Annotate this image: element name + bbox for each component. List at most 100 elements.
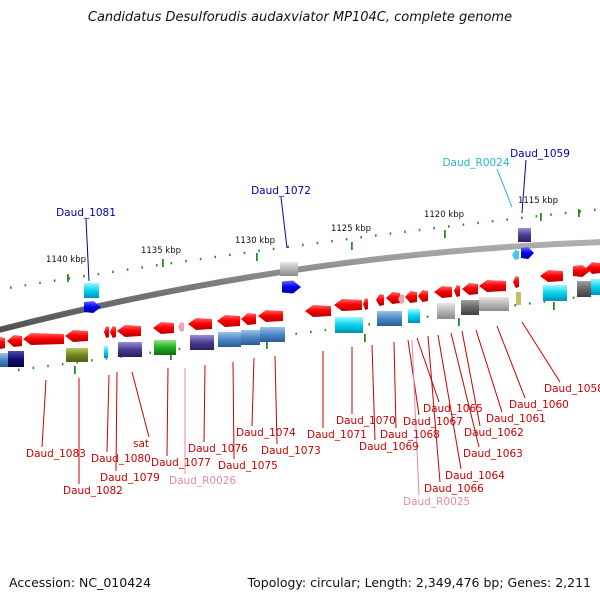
scale-label: 1130 kbp: [235, 236, 275, 246]
scale-label: 1120 kbp: [424, 210, 464, 220]
scale-dot: [47, 364, 49, 368]
leader-line: [232, 361, 235, 460]
leader-line: [461, 330, 481, 427]
gene-box-steel: [0, 353, 8, 367]
leader-line: [450, 332, 480, 448]
gene-arrow-blue: [84, 301, 101, 313]
scale-dot: [178, 347, 181, 351]
gene-box-gray: [437, 303, 455, 319]
leader-lines: [41, 159, 561, 496]
gene-label-bottom: Daud_1062: [464, 427, 524, 439]
gene-box-purple: [190, 335, 214, 350]
gene-box-steel: [377, 311, 402, 326]
scale-dot: [535, 215, 538, 218]
leader-line: [371, 344, 376, 441]
leader-line: [166, 367, 169, 457]
scale-dot: [368, 323, 370, 326]
scale-major-tick: [553, 302, 555, 310]
leader-line: [437, 334, 462, 470]
scale-dot: [61, 362, 64, 366]
scale-major-tick: [67, 274, 69, 282]
gene-label-bottom: Daud_1065: [423, 403, 483, 415]
scale-dot: [258, 249, 260, 253]
gene-label-bottom: Daud_1063: [463, 448, 523, 460]
scale-dot: [18, 368, 20, 372]
gene-label-bottom: Daud_1083: [26, 448, 86, 460]
gene-arrow-red: [434, 286, 452, 298]
scale-major-tick: [578, 209, 580, 217]
scale-dot: [199, 257, 202, 261]
scale-dot: [214, 255, 216, 259]
scale-dot: [126, 268, 129, 271]
scale-dot: [316, 241, 319, 245]
gene-arrow-red: [0, 337, 5, 349]
scale-major-tick: [351, 242, 353, 250]
leader-line: [115, 371, 118, 472]
scale-dot: [76, 361, 78, 364]
gene-label-bottom: Daud_1058: [544, 383, 600, 395]
scale-label: 1125 kbp: [331, 224, 371, 234]
gene-label-bottom: Daud_1075: [218, 460, 278, 472]
scale-dot: [310, 330, 312, 334]
scale-dot: [572, 296, 575, 299]
leader-line: [521, 159, 527, 214]
scale-dot: [324, 328, 327, 332]
leader-line: [203, 364, 206, 443]
gene-box-white: [455, 301, 460, 315]
gene-label-top: Daud_R0024: [442, 157, 509, 169]
gene-label-bottom: Daud_1079: [100, 472, 160, 484]
gene-label-bottom: Daud_1082: [63, 485, 123, 497]
scale-dot: [156, 264, 158, 267]
gene-box-olive: [66, 348, 88, 362]
scale-dot: [345, 237, 348, 241]
gene-arrow-red: [462, 283, 478, 295]
scale-dot: [272, 247, 275, 251]
gene-box-darkgray: [461, 300, 479, 315]
gene-arrow-red: [386, 292, 400, 304]
scale-dot: [287, 245, 289, 249]
gene-arrow-red: [7, 335, 22, 347]
gene-box-cyan: [84, 283, 99, 298]
gene-box-cyan: [408, 309, 420, 323]
gene-box-purple: [118, 342, 142, 357]
scale-major-tick: [444, 230, 446, 238]
genome-backbone: [0, 239, 600, 333]
gene-arrow-red: [513, 276, 519, 288]
scale-dot: [243, 251, 246, 255]
leader-line: [85, 218, 90, 282]
scale-dot: [32, 366, 35, 370]
scale-dot: [404, 230, 406, 233]
scale-dot: [229, 253, 231, 257]
gene-label-bottom: Daud_1073: [261, 445, 321, 457]
leader-line: [427, 335, 441, 483]
gene-box-darkgray: [577, 281, 591, 297]
gene-arrow-pink: [178, 322, 184, 332]
gene-arrow-red: [454, 285, 460, 297]
gene-label-bottom: sat: [133, 438, 149, 450]
gene-label-top: Daud_1059: [510, 148, 570, 160]
leader-line: [496, 168, 513, 208]
scale-dot: [418, 228, 421, 232]
gene-arrow-red: [540, 270, 563, 282]
leader-line: [496, 325, 526, 399]
gene-box-gray: [479, 297, 509, 311]
leader-line: [131, 371, 150, 438]
gene-label-top: Daud_1081: [56, 207, 116, 219]
scale-dot: [550, 213, 552, 216]
gene-arrow-red: [217, 315, 240, 327]
leader-line: [475, 329, 503, 413]
gene-arrow-red: [188, 318, 212, 330]
scale-label: 1115 kbp: [518, 196, 558, 206]
scale-dot: [53, 279, 56, 282]
scale-major-tick: [458, 318, 460, 326]
scale-labels: 1115 kbp 1120 kbp 1125 kbp 1130 kbp 1135 kbp…: [46, 196, 558, 265]
scale-dot: [39, 281, 41, 285]
scale-dot: [594, 208, 596, 212]
scale-dot: [426, 315, 429, 318]
gene-label-bottom: Daud_1074: [236, 427, 296, 439]
gene-arrow-red: [573, 265, 590, 277]
scale-dot: [295, 332, 297, 335]
gene-arrow-red: [23, 333, 64, 345]
